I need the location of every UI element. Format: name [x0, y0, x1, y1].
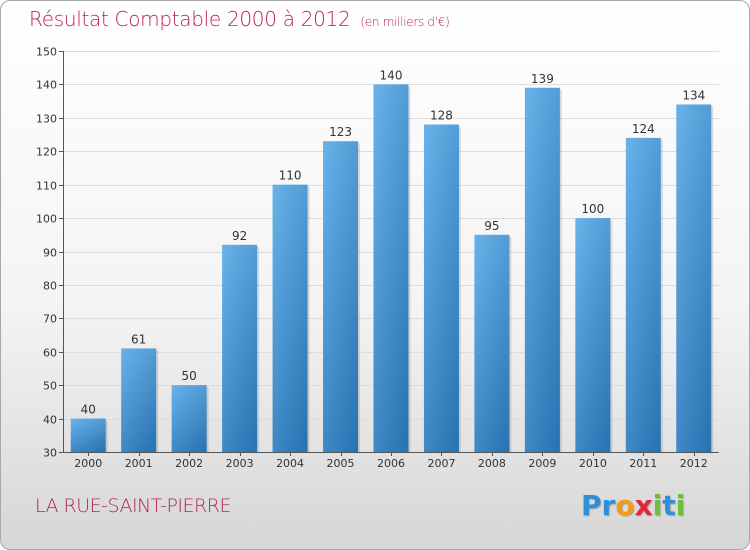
data-label: 140	[380, 68, 403, 82]
axes-group	[59, 51, 719, 456]
chart-subtitle: (en milliers d'€)	[360, 15, 450, 29]
bar-highlight	[121, 348, 157, 452]
chart-title: Résultat Comptable 2000 à 2012 (en millie…	[29, 7, 450, 31]
proxiti-logo[interactable]: Proxiti	[581, 489, 685, 522]
y-tick-label: 60	[43, 347, 57, 360]
y-tick-label: 70	[43, 313, 57, 326]
data-label: 61	[131, 332, 146, 346]
bar-highlight	[222, 244, 258, 452]
bars-group	[70, 84, 714, 453]
y-tick-label: 50	[43, 380, 57, 393]
y-tick-label: 40	[43, 414, 57, 427]
bar-highlight	[575, 218, 611, 452]
bar-highlight	[373, 84, 409, 453]
data-label: 123	[329, 125, 352, 139]
y-tick-label: 90	[43, 247, 57, 260]
data-label: 95	[484, 219, 499, 233]
logo-letter: P	[581, 489, 602, 522]
bar-highlight	[171, 385, 207, 452]
y-tick-label: 110	[36, 180, 57, 193]
x-tick-label: 2000	[74, 457, 102, 470]
logo-letter: o	[615, 489, 635, 522]
bar-highlight	[524, 87, 560, 452]
data-label: 110	[279, 169, 302, 183]
data-label: 124	[632, 122, 655, 136]
logo-letter: t	[662, 489, 676, 522]
y-tick-label: 100	[36, 213, 57, 226]
data-label: 134	[682, 88, 705, 102]
y-tick-label: 140	[36, 79, 57, 92]
city-name: LA RUE-SAINT-PIERRE	[35, 495, 231, 517]
bar-highlight	[323, 141, 359, 452]
x-tick-label: 2011	[629, 457, 657, 470]
y-tick-label: 120	[36, 146, 57, 159]
bar-highlight	[272, 184, 308, 452]
logo-letter: i	[652, 489, 663, 522]
bar-highlight	[625, 137, 661, 452]
y-tick-label: 150	[36, 46, 57, 59]
logo-letter: r	[601, 489, 616, 522]
x-tick-label: 2008	[478, 457, 506, 470]
data-label: 40	[81, 403, 96, 417]
bar-highlight	[70, 418, 106, 452]
y-tick-label: 30	[43, 447, 57, 460]
x-tick-label: 2005	[327, 457, 355, 470]
data-label: 128	[430, 109, 453, 123]
x-tick-label: 2010	[579, 457, 607, 470]
data-label: 92	[232, 229, 247, 243]
x-tick-label: 2001	[125, 457, 153, 470]
x-tick-label: 2002	[175, 457, 203, 470]
bar-highlight	[474, 234, 510, 452]
bar-highlight	[676, 104, 712, 452]
y-tick-label: 80	[43, 280, 57, 293]
x-tick-label: 2012	[680, 457, 708, 470]
x-tick-label: 2009	[528, 457, 556, 470]
labels-group: 30 40 50 60 70 80 90 100 110 120 130 140 150 40 2000 61…	[36, 46, 708, 471]
data-label: 100	[581, 202, 604, 216]
logo-letter: i	[675, 489, 686, 522]
x-tick-label: 2006	[377, 457, 405, 470]
y-tick-label: 130	[36, 113, 57, 126]
bar-highlight	[423, 124, 459, 453]
x-tick-label: 2007	[427, 457, 455, 470]
x-tick-label: 2004	[276, 457, 304, 470]
data-label: 139	[531, 72, 554, 86]
data-label: 50	[182, 369, 197, 383]
logo-letter: x	[634, 489, 653, 522]
title-text: Résultat Comptable 2000 à 2012	[29, 7, 351, 31]
x-tick-label: 2003	[226, 457, 254, 470]
